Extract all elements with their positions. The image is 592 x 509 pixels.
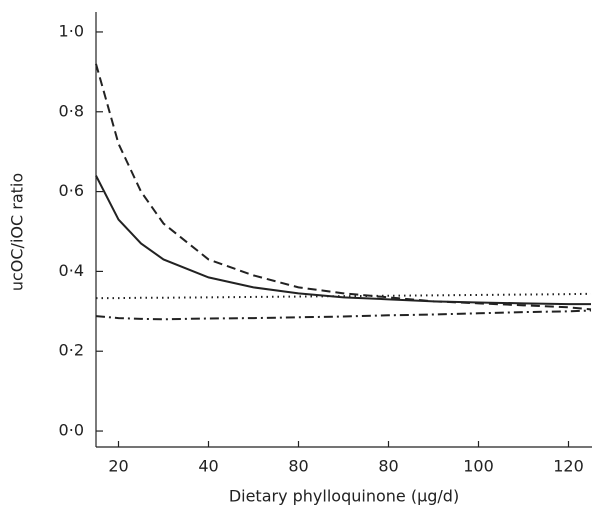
- y-tick-label: 0·6: [59, 181, 84, 200]
- line-series: [95, 63, 592, 311]
- x-tick-label: 80: [288, 457, 308, 476]
- line-series: [95, 175, 591, 306]
- x-tick-label: 20: [108, 457, 128, 476]
- y-tick-label: 0·4: [59, 261, 84, 280]
- x-tick-label: 120: [553, 457, 584, 476]
- line-series: [95, 309, 592, 321]
- x-tick-label: 80: [378, 457, 398, 476]
- y-tick-label: 1·0: [59, 21, 84, 40]
- x-tick-label: 100: [463, 457, 494, 476]
- x-axis-label: Dietary phylloquinone (μg/d): [229, 487, 459, 506]
- y-tick-label: 0·2: [59, 341, 84, 360]
- x-tick-label: 40: [198, 457, 218, 476]
- y-tick-label: 0·8: [59, 101, 84, 120]
- y-tick-label: 0·0: [59, 421, 84, 440]
- y-axis-label: ucOC/iOC ratio: [8, 173, 27, 291]
